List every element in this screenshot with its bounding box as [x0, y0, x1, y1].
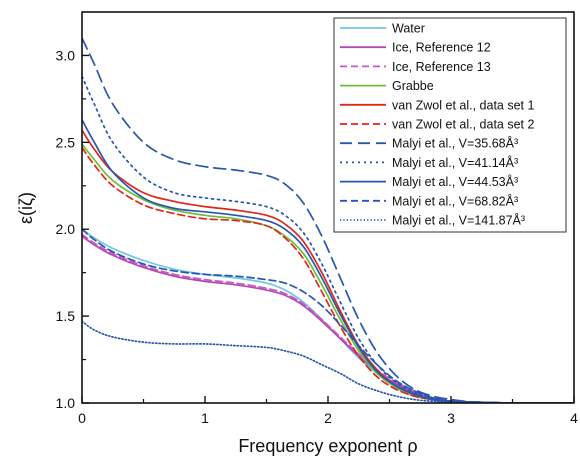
y-tick-label: 1.5 [56, 308, 76, 324]
y-tick-label: 1.0 [56, 395, 76, 411]
series-line-9 [82, 228, 574, 403]
x-tick-label: 0 [78, 410, 86, 426]
x-tick-label: 2 [324, 410, 332, 426]
legend-label-4: van Zwol et al., data set 1 [392, 98, 534, 112]
series-line-6 [82, 37, 574, 403]
legend-frame [333, 17, 567, 233]
legend-label-2: Ice, Reference 13 [392, 60, 491, 74]
y-axis-title: ε(iζ) [16, 192, 36, 224]
x-axis-title: Frequency exponent ρ [238, 436, 417, 456]
x-axis: 0 1 2 3 4 [78, 396, 578, 426]
legend-label-5: van Zwol et al., data set 2 [392, 118, 534, 132]
legend-label-9: Malyi et al., V=68.82Å³ [392, 193, 518, 208]
y-tick-label: 3.0 [56, 47, 76, 63]
y-tick-label: 2.5 [56, 134, 76, 150]
legend-label-0: Water [392, 22, 425, 36]
legend-label-7: Malyi et al., V=41.14Å³ [392, 155, 518, 170]
y-axis: 1.0 1.5 2.0 2.5 3.0 [56, 47, 89, 411]
legend-label-1: Ice, Reference 12 [392, 41, 491, 55]
legend-label-6: Malyi et al., V=35.68Å³ [392, 136, 518, 151]
series-layer [82, 37, 574, 403]
x-tick-label: 1 [201, 410, 209, 426]
legend-label-3: Grabbe [392, 79, 434, 93]
legend: Water Ice, Reference 12 Ice, Reference 13 G… [333, 17, 567, 233]
x-tick-label: 4 [570, 410, 578, 426]
legend-label-8: Malyi et al., V=44.53Å³ [392, 174, 518, 189]
series-line-10 [82, 320, 574, 403]
y-tick-label: 2.0 [56, 221, 76, 237]
legend-label-10: Malyi et al., V=141.87Å³ [392, 213, 525, 228]
x-tick-label: 3 [447, 410, 455, 426]
